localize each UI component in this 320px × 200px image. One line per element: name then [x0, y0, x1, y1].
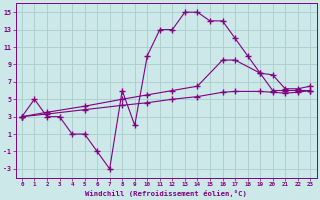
- X-axis label: Windchill (Refroidissement éolien,°C): Windchill (Refroidissement éolien,°C): [85, 190, 247, 197]
